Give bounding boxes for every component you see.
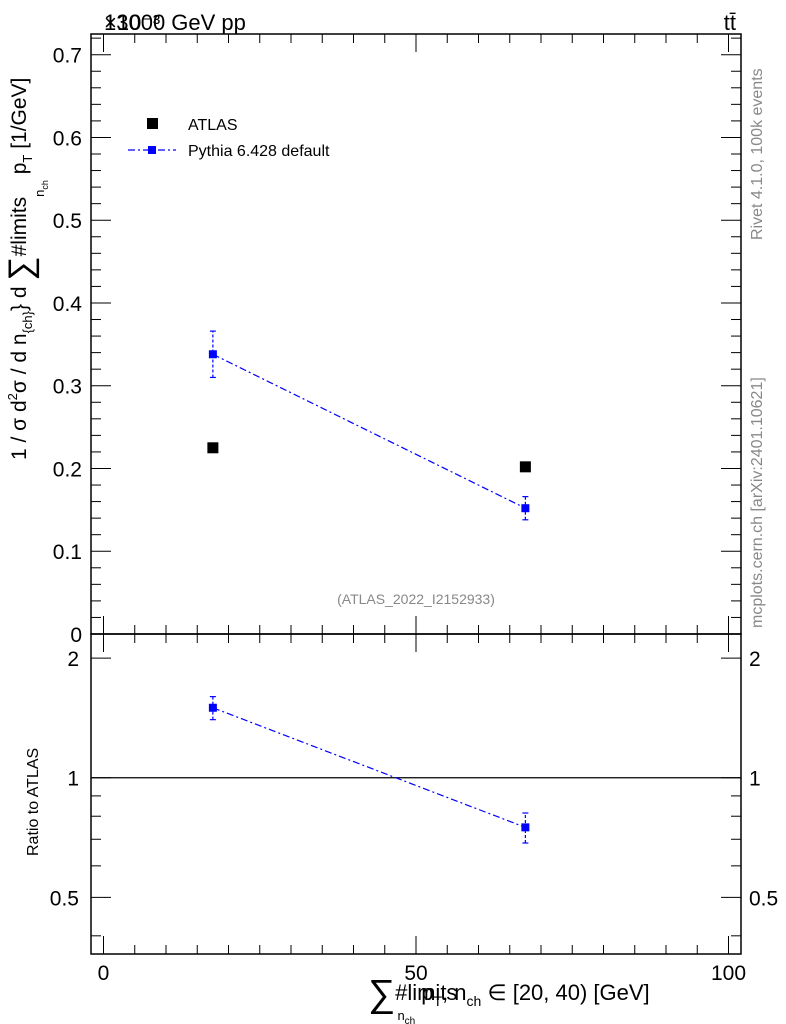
legend: ATLAS Pythia 6.428 default — [128, 117, 330, 160]
x-tick-label: 0 — [98, 962, 110, 985]
ratio-pythia-line — [212, 707, 526, 828]
x-axis-label: ∑#limits nchpT, nch ∈ [20, 40) [GeV] — [368, 973, 650, 1024]
pythia-line — [212, 353, 526, 509]
pythia-point — [521, 504, 530, 513]
atlas-point — [519, 461, 531, 473]
ratio-pythia-point — [521, 823, 530, 832]
main-axis-ticks: 0 0.1 0.2 0.3 0.4 0.5 0.6 0.7 — [53, 34, 741, 647]
legend-pythia-label: Pythia 6.428 default — [188, 143, 330, 160]
y-tick-label: 0.5 — [53, 210, 82, 233]
y-tick-label: 0.1 — [53, 541, 82, 564]
mcplots-label: mcplots.cern.ch [arXiv:2401.10621] — [749, 377, 766, 628]
header-left-title: 13000 GeV pp — [104, 10, 246, 35]
ratio-y-tick-label-right: 1 — [749, 768, 761, 791]
ratio-y-axis-label: Ratio to ATLAS — [25, 748, 42, 856]
x-tick-label: 100 — [711, 962, 746, 985]
header-right-title: tt̄ — [724, 10, 736, 35]
y-tick-label: 0 — [70, 624, 82, 647]
y-tick-label: 0.7 — [53, 45, 82, 68]
exponent-label: ×10⁻³ — [104, 10, 160, 35]
legend-atlas-marker — [147, 118, 158, 129]
main-y-axis-label: 1 / σ d2σ / d n{ch}} d ∑#limitsnch pT [1… — [2, 78, 50, 460]
ratio-y-tick-label: 2 — [67, 648, 79, 671]
y-tick-label: 0.2 — [53, 458, 82, 481]
ratio-panel-frame — [90, 633, 742, 955]
x-tick-label: 50 — [404, 962, 427, 985]
ratio-y-tick-label-right: 0.5 — [749, 887, 778, 910]
y-tick-label: 0.4 — [53, 293, 83, 316]
main-data-marks — [207, 330, 531, 521]
rivet-label: Rivet 4.1.0, 100k events — [749, 68, 766, 240]
pythia-point — [208, 350, 217, 359]
ratio-axis-ticks: 0 50 100 0.5 0.5 1 1 2 2 — [50, 634, 778, 985]
atlas-point — [207, 442, 219, 454]
legend-atlas-label: ATLAS — [188, 117, 238, 134]
ratio-y-tick-label: 1 — [67, 768, 79, 791]
ratio-y-tick-label: 0.5 — [50, 887, 79, 910]
ratio-y-tick-label-right: 2 — [749, 648, 761, 671]
y-tick-label: 0.6 — [53, 127, 82, 150]
legend-pythia-marker — [148, 146, 156, 154]
ratio-data-marks — [91, 696, 741, 844]
analysis-tag: (ATLAS_2022_I2152933) — [337, 591, 495, 607]
ratio-pythia-point — [208, 703, 217, 712]
y-tick-label: 0.3 — [53, 376, 82, 399]
